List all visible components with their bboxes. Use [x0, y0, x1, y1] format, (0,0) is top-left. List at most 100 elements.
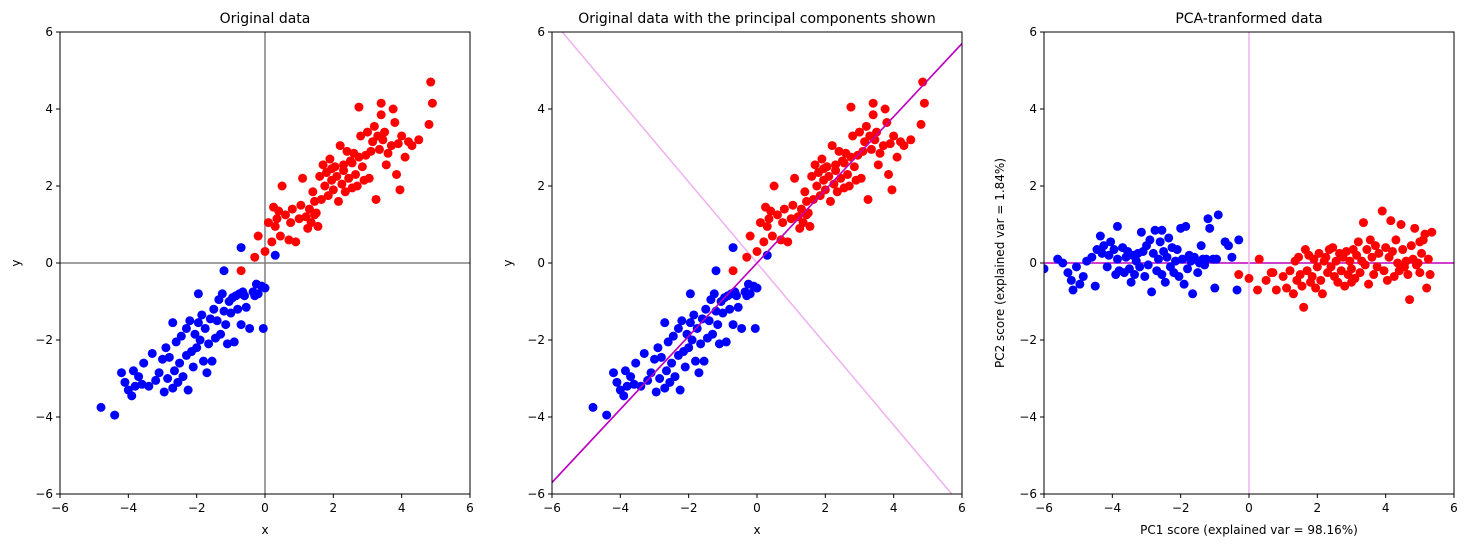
- point-red-8: [272, 214, 282, 224]
- point-blue-8: [626, 372, 636, 382]
- point-blue-51: [709, 289, 719, 299]
- point-red-44: [834, 146, 844, 156]
- point-red-82: [846, 102, 856, 112]
- point-red-18: [296, 200, 306, 210]
- chart-title: Original data with the principal compone…: [578, 11, 936, 27]
- y-tick-label-1: −4: [1019, 410, 1037, 424]
- point-red-67: [381, 160, 391, 170]
- point-red-52: [848, 131, 858, 141]
- point-red-92: [1294, 252, 1304, 262]
- point-blue-42: [1150, 225, 1160, 235]
- point-red-41: [829, 179, 839, 189]
- point-red-2: [1244, 273, 1254, 283]
- point-blue-16: [1102, 262, 1112, 272]
- x-tick-label-2: −2: [680, 501, 698, 515]
- x-tick-label-3: 0: [1245, 501, 1253, 515]
- point-blue-64: [240, 291, 249, 301]
- point-red-61: [863, 194, 873, 204]
- point-blue-12: [147, 348, 157, 358]
- point-red-68: [383, 148, 393, 158]
- y-tick-label-5: 4: [537, 102, 545, 116]
- point-red-73: [395, 185, 405, 195]
- point-red-69: [386, 141, 396, 151]
- point-red-28: [807, 171, 817, 181]
- point-red-45: [344, 173, 354, 183]
- point-red-43: [340, 187, 350, 197]
- point-blue-43: [204, 339, 214, 349]
- point-blue-9: [137, 379, 147, 389]
- point-blue-28: [673, 323, 683, 333]
- point-red-8: [1282, 283, 1292, 293]
- point-red-20: [301, 212, 311, 222]
- point-blue-60: [1181, 221, 1191, 231]
- point-red-3: [260, 246, 270, 256]
- point-red-25: [1316, 275, 1326, 285]
- point-red-56: [363, 127, 372, 137]
- point-red-49: [351, 169, 361, 179]
- point-blue-38: [195, 335, 205, 345]
- point-blue-40: [691, 356, 700, 366]
- point-blue-41: [692, 323, 702, 333]
- point-blue-3: [120, 377, 130, 387]
- point-red-79: [916, 119, 926, 129]
- point-blue-7: [1075, 279, 1085, 289]
- point-red-63: [866, 144, 876, 154]
- point-red-75: [892, 152, 902, 162]
- point-red-34: [325, 154, 335, 164]
- point-blue-39: [689, 310, 699, 320]
- point-red-90: [1347, 277, 1356, 287]
- point-blue-44: [697, 314, 707, 324]
- point-red-22: [796, 204, 806, 214]
- point-red-15: [1299, 302, 1309, 312]
- point-blue-41: [200, 323, 210, 333]
- point-blue-7: [130, 381, 140, 391]
- point-red-85: [1422, 283, 1432, 293]
- point-blue-21: [660, 383, 670, 393]
- point-blue-46: [701, 304, 711, 314]
- point-red-68: [1393, 258, 1403, 268]
- point-blue-30: [1130, 270, 1140, 280]
- point-blue-23: [663, 337, 673, 347]
- point-blue-45: [207, 356, 217, 366]
- point-red-87: [819, 164, 829, 174]
- point-red-17: [786, 214, 796, 224]
- point-blue-83: [1112, 221, 1122, 231]
- point-red-64: [868, 110, 878, 120]
- point-blue-20: [168, 318, 178, 328]
- point-blue-48: [704, 316, 714, 326]
- point-red-4: [755, 218, 765, 228]
- point-red-80: [1413, 258, 1423, 268]
- point-blue-65: [733, 302, 743, 312]
- point-red-61: [371, 194, 381, 204]
- point-red-58: [1374, 248, 1384, 258]
- point-red-19: [298, 173, 308, 183]
- y-tick-label-4: 2: [1029, 179, 1037, 193]
- point-red-60: [861, 121, 871, 131]
- point-red-61: [1381, 243, 1391, 253]
- point-red-86: [1423, 254, 1433, 264]
- point-blue-17: [1104, 250, 1114, 260]
- point-red-1: [742, 252, 752, 262]
- point-blue-44: [205, 314, 215, 324]
- point-red-72: [393, 139, 403, 149]
- point-red-73: [887, 185, 897, 195]
- point-red-67: [873, 160, 883, 170]
- point-red-74: [889, 131, 899, 141]
- point-red-81: [1415, 268, 1425, 278]
- y-axis-label: y: [501, 259, 515, 266]
- point-red-58: [366, 146, 376, 156]
- point-blue-82: [1232, 285, 1242, 295]
- x-tick-label-5: 4: [890, 501, 898, 515]
- point-blue-1: [602, 410, 612, 420]
- point-blue-72: [1203, 214, 1213, 224]
- point-blue-68: [1196, 241, 1206, 251]
- point-blue-45: [1155, 237, 1165, 247]
- point-red-59: [860, 137, 870, 147]
- point-red-52: [356, 131, 366, 141]
- point-red-70: [882, 117, 892, 127]
- panel-pca-transformed: −6 −4 −2 0 2 4 6 −6 −4 −2 0 2 4 6 PCA-tranformed data P…: [993, 11, 1458, 537]
- point-red-78: [906, 135, 916, 145]
- point-blue-65: [1189, 252, 1199, 262]
- point-blue-6: [1071, 262, 1081, 272]
